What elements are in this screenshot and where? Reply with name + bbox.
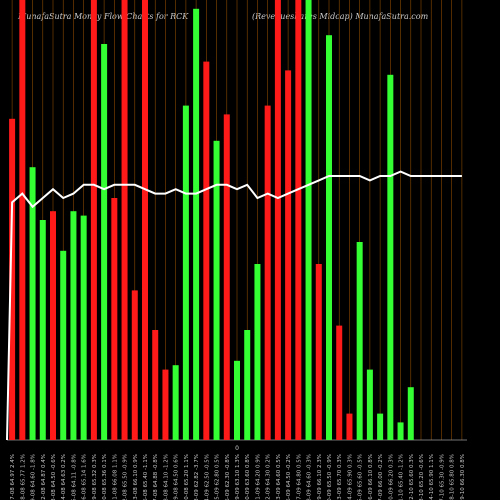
baseline-label: 0 bbox=[235, 445, 239, 452]
bar bbox=[295, 0, 302, 440]
x-tick-label: 12-08 64.87 0.4% bbox=[41, 454, 47, 500]
bar bbox=[387, 74, 394, 441]
x-tick-label: 09-08 64.60 -1.8% bbox=[31, 454, 37, 500]
x-tick-label: 01-10 65.40 -1.2% bbox=[399, 454, 405, 500]
bar bbox=[172, 365, 179, 440]
x-tick-label: 07-10 65.30 -0.9% bbox=[439, 454, 445, 500]
x-tick-label: 19-09 66.10 2.3% bbox=[317, 454, 323, 500]
x-tick-label: 09-10 66.30 0.8% bbox=[460, 454, 466, 500]
x-tick-label: 23-09 65.70 0.3% bbox=[337, 454, 343, 500]
x-tick-label: 08-08 65.77 1.2% bbox=[20, 454, 26, 500]
x-tick-label: 18-09 64.60 -0.3% bbox=[307, 454, 313, 500]
bar bbox=[162, 369, 169, 440]
bar bbox=[366, 369, 373, 440]
x-tick-label: 27-08 64.88 -0.8% bbox=[153, 454, 159, 500]
x-tick-label: 14-08 64.63 0.2% bbox=[61, 454, 67, 500]
bar bbox=[111, 198, 118, 440]
x-tick-label: 06-09 62.30 -0.8% bbox=[225, 454, 231, 500]
chart-title: MunafaSutra Money Flow Charts for RCK bbox=[18, 12, 189, 21]
x-tick-label: 30-09 66.20 0.3% bbox=[388, 454, 394, 500]
bar bbox=[90, 0, 97, 440]
bar bbox=[50, 211, 56, 440]
x-tick-label: 29-08 64.50 0.6% bbox=[174, 454, 180, 500]
bar bbox=[29, 167, 36, 440]
bar bbox=[285, 70, 292, 441]
x-tick-label: 02-10 65.60 0.3% bbox=[409, 454, 415, 500]
bar bbox=[336, 325, 343, 440]
bar bbox=[377, 413, 384, 440]
x-tick-label: 26-09 66.10 0.8% bbox=[368, 454, 374, 500]
bar bbox=[326, 35, 332, 440]
bar bbox=[142, 0, 148, 440]
bar bbox=[182, 105, 189, 440]
x-tick-label: 20-09 65.50 -0.9% bbox=[327, 454, 333, 500]
bar bbox=[397, 422, 404, 440]
x-tick-label: 09-09 63.10 1.3% bbox=[235, 454, 241, 500]
x-tick-label: 13-09 64.60 0.5% bbox=[276, 454, 282, 500]
bar bbox=[9, 118, 16, 441]
chart-subtitle: (Revenueshares Midcap) MunafaSutra.com bbox=[252, 12, 429, 21]
bar bbox=[193, 8, 200, 441]
x-tick-label: 30-08 65.20 1.1% bbox=[184, 454, 190, 500]
x-tick-label: 16-08 65.14 1.6% bbox=[82, 454, 88, 500]
money-flow-line bbox=[6, 170, 462, 441]
bar bbox=[346, 413, 353, 440]
bar bbox=[121, 0, 128, 440]
bar bbox=[39, 220, 46, 440]
bar bbox=[101, 44, 108, 440]
bar bbox=[274, 0, 281, 440]
bar bbox=[356, 242, 363, 440]
x-tick-label: 08-10 65.80 0.8% bbox=[450, 454, 456, 500]
x-tick-label: 27-09 66.00 -0.2% bbox=[378, 454, 384, 500]
bar bbox=[254, 264, 261, 440]
bar bbox=[203, 61, 210, 440]
x-tick-label: 03-09 62.82 -3.7% bbox=[194, 454, 200, 500]
x-tick-label: 13-08 64.50 -0.6% bbox=[51, 454, 57, 500]
x-tick-label: 23-08 66.10 0.9% bbox=[133, 454, 139, 500]
bar bbox=[305, 0, 312, 440]
x-tick-label: 04-10 65.90 1.1% bbox=[429, 454, 435, 500]
x-tick-label: 19-08 65.32 0.3% bbox=[92, 454, 98, 500]
bar bbox=[223, 114, 230, 441]
bar bbox=[244, 330, 251, 440]
bar bbox=[80, 215, 87, 440]
x-tick-label: 12-09 64.30 0.2% bbox=[266, 454, 272, 500]
x-tick-label: 28-08 64.10 -1.2% bbox=[163, 454, 169, 500]
x-tick-label: 11-09 64.20 0.9% bbox=[255, 454, 261, 500]
x-tick-label: 20-08 65.36 0.1% bbox=[102, 454, 108, 500]
bar bbox=[60, 250, 67, 440]
x-tick-label: 24-09 65.90 0.3% bbox=[347, 454, 353, 500]
bar bbox=[407, 387, 414, 440]
x-tick-label: 10-09 63.60 0.8% bbox=[245, 454, 251, 500]
x-tick-label: 03-10 65.20 -0.6% bbox=[419, 454, 425, 500]
x-tick-label: 25-09 65.60 -0.5% bbox=[358, 454, 364, 500]
bar bbox=[131, 290, 138, 440]
x-tick-label: 21-08 66.08 1.1% bbox=[112, 454, 118, 500]
bar bbox=[213, 140, 220, 441]
x-tick-label: 22-08 65.50 -0.9% bbox=[123, 454, 129, 500]
x-tick-label: 04-09 62.50 -0.5% bbox=[204, 454, 210, 500]
x-tick-label: 17-09 64.80 0.5% bbox=[296, 454, 302, 500]
bar bbox=[152, 330, 159, 440]
x-tick-label: 07-08 64.97 2.4% bbox=[10, 454, 16, 500]
bar bbox=[264, 105, 271, 440]
x-tick-label: 16-09 64.50 -0.2% bbox=[286, 454, 292, 500]
bar bbox=[19, 0, 26, 440]
bar bbox=[70, 211, 77, 440]
x-tick-label: 05-09 62.80 0.5% bbox=[215, 454, 221, 500]
x-tick-label: 26-08 65.40 -1.1% bbox=[143, 454, 149, 500]
bar bbox=[315, 264, 322, 440]
bar bbox=[234, 360, 240, 440]
x-tick-label: 15-08 64.11 -0.8% bbox=[71, 454, 77, 500]
